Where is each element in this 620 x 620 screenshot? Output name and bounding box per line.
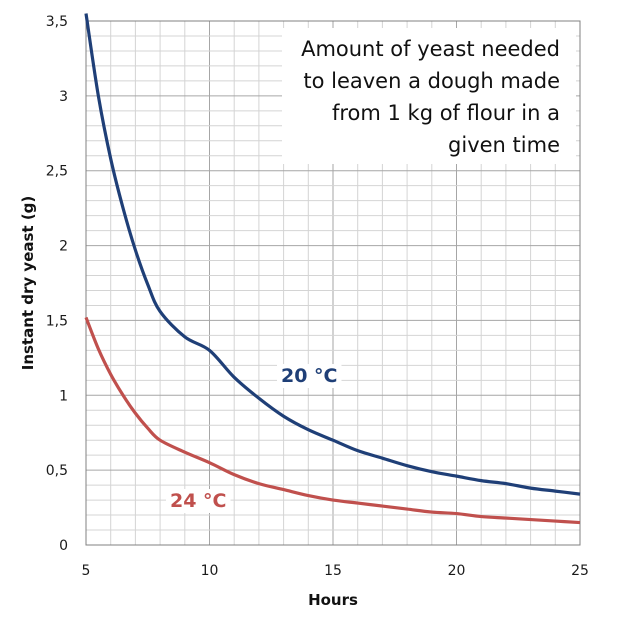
y-tick-label: 2 [59,239,68,255]
title-line: given time [448,133,560,157]
title-background [282,28,576,164]
title-line: from 1 kg of flour in a [332,101,560,125]
x-axis-title: Hours [308,591,358,609]
plot-border [85,20,581,546]
series-label-20c: 20 °C [281,365,338,387]
x-tick-label: 20 [448,563,466,579]
chart-title: Amount of yeast needed to leaven a dough … [282,28,576,164]
series-line-24c [84,316,581,525]
title-line: Amount of yeast needed [301,37,560,61]
x-tick-label: 25 [571,563,589,579]
y-tick-label: 1 [59,388,68,404]
y-tick-label: 1,5 [46,313,68,329]
x-tick-label: 10 [201,563,219,579]
title-line: to leaven a dough made [303,69,560,93]
y-tick-label: 0,5 [46,463,68,479]
series-label-24c: 24 °C [170,490,227,512]
y-tick-label: 3 [59,89,68,105]
y-tick-label: 0 [59,538,68,554]
series [84,13,581,525]
y-axis-title: Instant dry yeast (g) [19,196,37,371]
x-tick-label: 5 [82,563,91,579]
series-line-20c [84,13,581,496]
series-label-background [166,489,231,513]
x-tick-label: 15 [324,563,342,579]
y-tick-label: 3,5 [46,14,68,30]
y-tick-labels: 0 0,5 1 1,5 2 2,5 3 3,5 [46,14,68,554]
y-tick-label: 2,5 [46,164,68,180]
x-tick-labels: 5 10 15 20 25 [82,563,589,579]
series-label-background [277,364,342,388]
